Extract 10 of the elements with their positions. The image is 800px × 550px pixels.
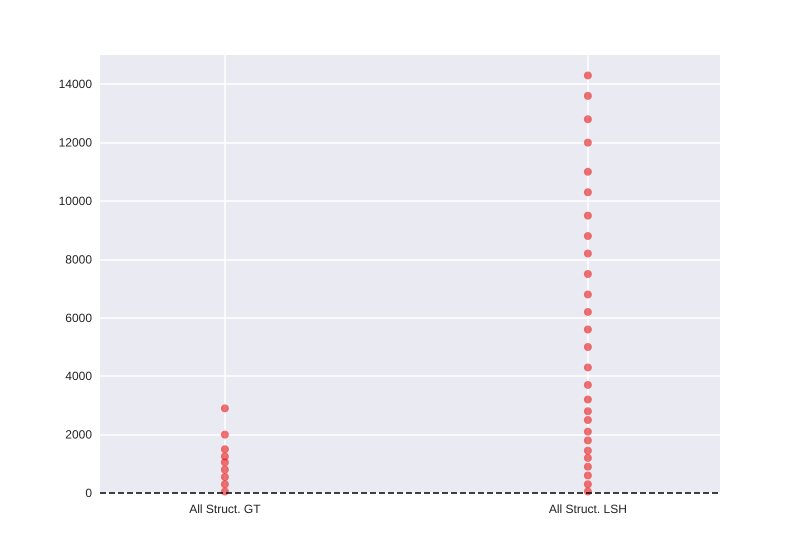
y-tick-label: 6000 [65,310,92,325]
y-tick-label: 12000 [58,136,92,150]
y-tick-label: 2000 [65,428,92,442]
x-tick-label: All Struct. LSH [548,502,627,516]
x-tick-label: All Struct. GT [189,502,262,516]
y-tick-label: 0 [85,486,92,500]
y-tick-label: 8000 [65,252,92,266]
y-tick-label: 4000 [65,369,92,384]
y-tick-label: 10000 [58,194,92,208]
y-tick-label: 14000 [58,77,92,92]
